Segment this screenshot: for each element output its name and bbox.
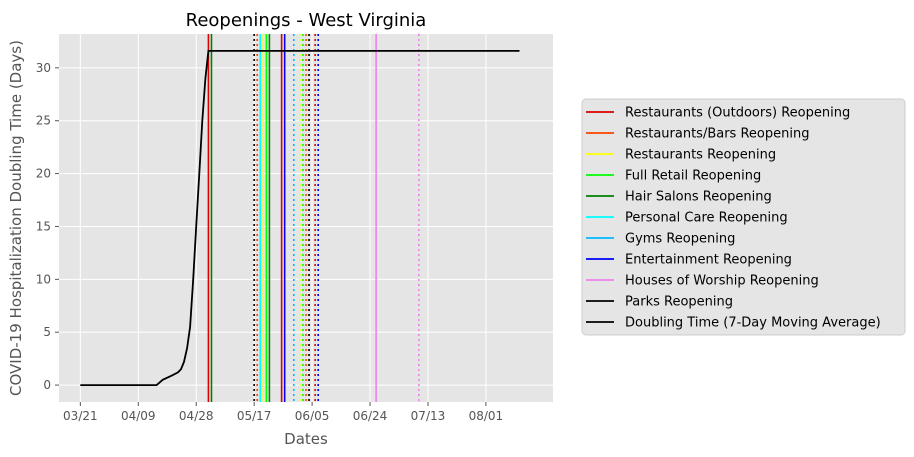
legend-label: Personal Care Reopening	[625, 211, 788, 226]
doubling-time-line	[80, 50, 520, 387]
legend-label: Hair Salons Reopening	[625, 190, 772, 205]
legend: Restaurants (Outdoors) Reopening Restaura…	[581, 98, 906, 336]
legend-label: Gyms Reopening	[625, 232, 735, 247]
legend-box	[581, 98, 906, 336]
legend-label: Doubling Time (7-Day Moving Average)	[625, 316, 881, 331]
x-tick-label: 05/17	[237, 409, 272, 423]
reopening-lines	[207, 34, 420, 402]
legend-label: Parks Reopening	[625, 295, 733, 310]
x-axis: 03/21 04/09 04/28 05/17 06/05 06/24 07/13 08/01	[63, 402, 503, 423]
series-layer	[80, 50, 520, 387]
legend-label: Entertainment Reopening	[625, 253, 792, 268]
y-tick-label: 25	[36, 114, 51, 128]
y-tick-label: 0	[43, 378, 51, 392]
x-tick-label: 07/13	[411, 409, 446, 423]
legend-label: Houses of Worship Reopening	[625, 274, 819, 289]
x-tick-label: 03/21	[63, 409, 98, 423]
x-tick-label: 04/09	[121, 409, 156, 423]
x-tick-label: 06/24	[353, 409, 388, 423]
x-tick-label: 04/28	[179, 409, 214, 423]
y-tick-label: 20	[36, 167, 51, 181]
chart-title: Reopenings - West Virginia	[186, 10, 427, 31]
legend-label: Restaurants Reopening	[625, 148, 776, 163]
y-axis-label: COVID-19 Hospitalization Doubling Time (…	[7, 40, 25, 396]
y-axis: 0 5 10 15 20 25 30	[36, 61, 59, 392]
x-axis-label: Dates	[284, 430, 328, 448]
y-tick-label: 15	[36, 219, 51, 233]
y-tick-label: 30	[36, 61, 51, 75]
legend-label: Restaurants (Outdoors) Reopening	[625, 106, 850, 121]
y-tick-label: 5	[43, 325, 51, 339]
y-tick-label: 10	[36, 272, 51, 286]
legend-label: Full Retail Reopening	[625, 169, 761, 184]
legend-label: Restaurants/Bars Reopening	[625, 127, 809, 142]
x-tick-label: 06/05	[295, 409, 330, 423]
x-tick-label: 08/01	[469, 409, 504, 423]
